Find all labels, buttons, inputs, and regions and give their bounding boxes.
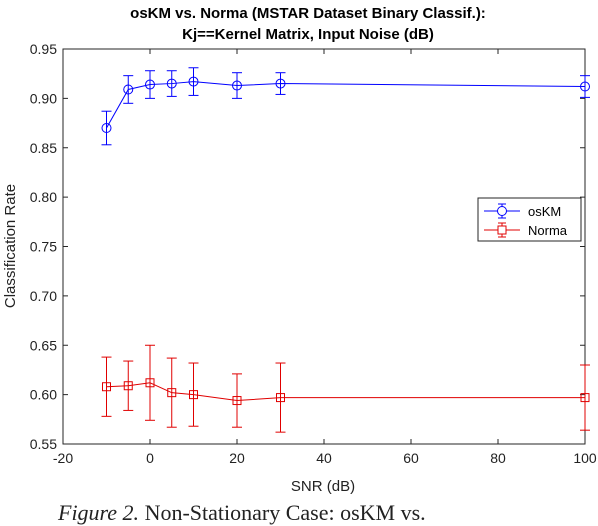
y-tick-label: 0.65 [30,337,57,353]
data-point-norma [145,378,155,388]
chart-title-line1: osKM vs. Norma (MSTAR Dataset Binary Cla… [130,5,486,22]
data-point-oskm [166,78,177,89]
data-point-oskm [275,78,286,89]
x-tick-label: 60 [403,450,419,466]
y-tick-label: 0.95 [30,41,57,57]
x-tick-label: 40 [316,450,332,466]
y-tick-label: 0.60 [30,387,57,403]
legend-marker [497,206,507,216]
y-tick-label: 0.55 [30,436,57,452]
plot-frame [62,48,586,445]
y-tick-label: 0.80 [30,189,57,205]
series-line-oskm [106,81,586,129]
data-point-norma [167,388,177,398]
data-point-norma [189,390,198,400]
y-axis-label: Classification Rate [2,184,19,308]
figure-caption: Figure 2. Non-Stationary Case: osKM vs. [58,500,426,526]
y-tick-label: 0.75 [30,239,57,255]
legend-label: osKM [528,204,561,219]
data-point-norma [232,396,242,406]
data-point-oskm [145,79,155,90]
x-tick-label: 0 [146,450,154,466]
data-point-norma [102,382,111,392]
data-point-oskm [580,81,590,92]
data-point-oskm [123,84,134,95]
y-tick-label: 0.90 [30,90,57,106]
data-point-oskm [188,76,199,87]
x-axis-label: SNR (dB) [291,478,355,495]
x-tick-label: -20 [53,450,73,466]
data-point-norma [580,393,590,403]
y-tick-label: 0.70 [30,288,57,304]
legend-label: Norma [528,223,568,238]
data-point-oskm [101,123,112,133]
data-point-norma [123,381,133,391]
figure-caption-text: Non-Stationary Case: osKM vs. [139,500,426,525]
x-tick-label: 20 [229,450,245,466]
chart-title-line2: Kj==Kernel Matrix, Input Noise (dB) [182,26,434,43]
legend-marker [497,225,507,235]
plot-area: -20 0 20 40 60 80 100 0.55 0.60 0.65 0.70 0.75 0.80 0… [30,41,597,466]
figure-label: Figure 2. [58,500,140,525]
x-tick-label: 80 [490,450,506,466]
legend-box [477,197,582,242]
x-tick-label: 100 [573,450,597,466]
y-tick-label: 0.85 [30,140,57,156]
data-point-oskm [232,80,242,91]
data-point-norma [276,393,285,403]
legend: osKM Norma [477,197,582,242]
